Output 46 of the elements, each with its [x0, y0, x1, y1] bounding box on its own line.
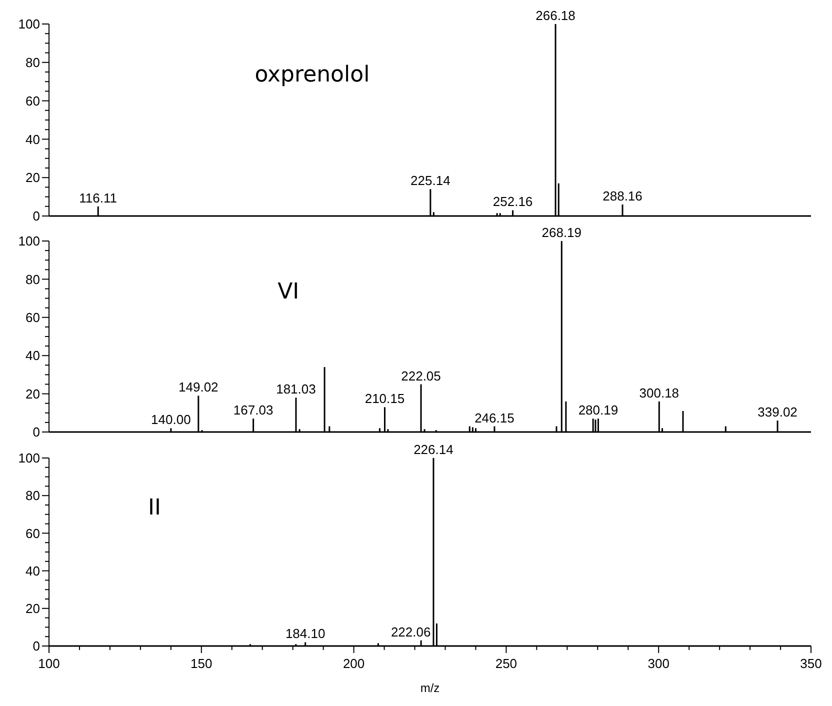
y-tick-label: 40 — [26, 563, 40, 578]
annotation: 210.15 — [364, 391, 405, 406]
y-tick-label: 60 — [26, 526, 40, 541]
x-axis-title: m/z — [420, 681, 440, 695]
annotation: 252.16 — [492, 194, 533, 210]
annotation: oxprenolol — [254, 62, 370, 88]
annotation: II — [148, 495, 162, 520]
annotation: 149.02 — [178, 380, 218, 395]
annotation: 246.15 — [474, 410, 514, 426]
x-tick-label: 350 — [800, 656, 822, 671]
annotation: 181.03 — [276, 382, 316, 397]
y-tick-label: 40 — [26, 132, 40, 147]
annotation: 268.19 — [542, 225, 582, 240]
y-tick-label: 60 — [26, 310, 40, 325]
y-tick-label: 60 — [26, 93, 40, 108]
y-tick-label: 100 — [18, 450, 40, 466]
x-tick-label: 200 — [342, 656, 365, 671]
y-tick-label: 0 — [32, 638, 40, 654]
annotation: 116.11 — [79, 190, 118, 206]
annotation: 280.19 — [578, 402, 618, 418]
annotation: 184.10 — [285, 626, 326, 642]
annotation: 266.18 — [536, 8, 576, 23]
annotation: 300.18 — [639, 385, 680, 400]
y-tick-label: 100 — [18, 16, 40, 32]
annotation: 222.05 — [401, 368, 441, 384]
y-tick-label: 20 — [26, 600, 40, 616]
annotation: 140.00 — [151, 412, 191, 428]
annotation: 225.14 — [410, 173, 450, 188]
annotation: 288.16 — [602, 188, 642, 204]
y-tick-label: 40 — [26, 348, 40, 364]
x-tick-label: 250 — [495, 656, 518, 671]
y-tick-label: 20 — [26, 386, 40, 402]
annotation: 222.06 — [390, 624, 431, 640]
y-tick-label: 0 — [32, 424, 40, 440]
y-tick-label: 80 — [26, 488, 40, 504]
annotation: 339.02 — [758, 404, 798, 420]
annotation: 167.03 — [233, 402, 274, 418]
y-tick-label: 80 — [26, 272, 40, 287]
y-tick-label: 0 — [32, 208, 40, 224]
x-tick-label: 150 — [190, 656, 212, 671]
y-tick-label: 80 — [26, 54, 40, 70]
annotation: VI — [278, 279, 300, 304]
y-tick-label: 20 — [26, 170, 40, 186]
x-tick-label: 300 — [648, 656, 670, 671]
y-tick-label: 100 — [18, 234, 40, 249]
annotation: 226.14 — [414, 442, 454, 457]
